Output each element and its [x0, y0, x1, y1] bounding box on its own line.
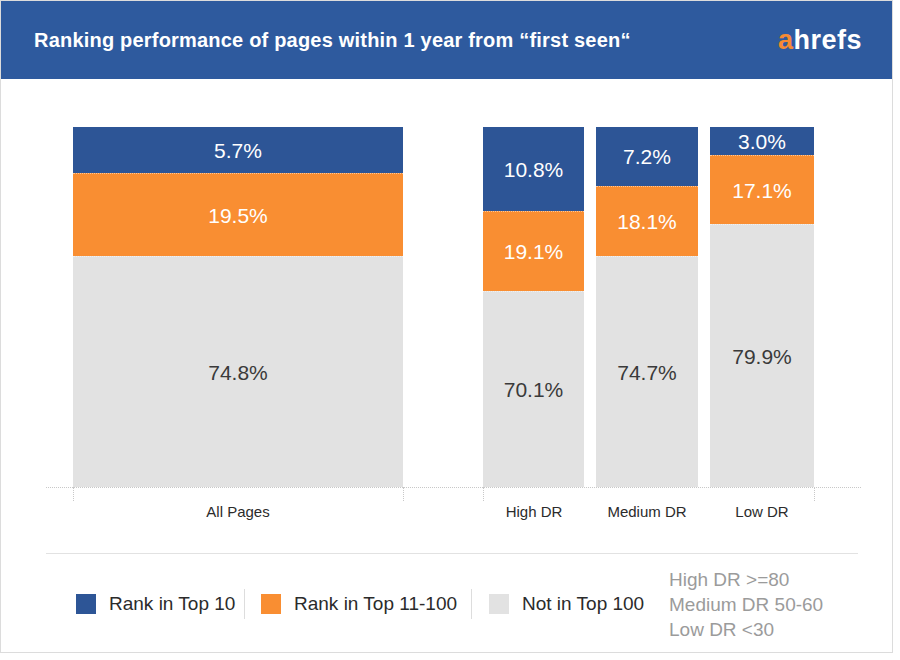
segment-not-in-top-100-high-dr: 70.1% — [483, 291, 584, 487]
value-label-all-pages-rank-in-top-10: 5.7% — [214, 140, 262, 161]
bar-medium-dr: 7.2% 18.1% 74.7% — [596, 127, 698, 487]
segment-rank-in-top-11-100-medium-dr: 18.1% — [596, 186, 698, 256]
axis-tick-2 — [483, 487, 484, 501]
category-label-low-dr: Low DR — [687, 503, 837, 520]
category-label-all-pages: All Pages — [163, 503, 313, 520]
dr-note-2: Low DR <30 — [669, 617, 823, 642]
segment-rank-in-top-10-medium-dr: 7.2% — [596, 127, 698, 186]
segment-rank-in-top-10-low-dr: 3.0% — [710, 127, 814, 155]
legend-label-rank-in-top-11-100: Rank in Top 11-100 — [294, 593, 457, 615]
segment-not-in-top-100-low-dr: 79.9% — [710, 224, 814, 487]
axis-tick-1 — [403, 487, 404, 501]
segment-rank-in-top-11-100-low-dr: 17.1% — [710, 155, 814, 224]
segment-rank-in-top-11-100-all-pages: 19.5% — [73, 173, 403, 256]
value-label-high-dr-not-in-top-100: 70.1% — [504, 379, 564, 400]
legend-swatch-rank-in-top-10 — [76, 594, 96, 614]
value-label-medium-dr-rank-in-top-10: 7.2% — [623, 146, 671, 167]
segment-rank-in-top-10-all-pages: 5.7% — [73, 127, 403, 173]
legend-swatch-rank-in-top-11-100 — [261, 594, 281, 614]
legend-separator-2 — [471, 589, 472, 619]
legend-item-rank-in-top-11-100: Rank in Top 11-100 — [261, 591, 457, 617]
value-label-all-pages-not-in-top-100: 74.8% — [208, 362, 268, 383]
value-label-low-dr-not-in-top-100: 79.9% — [732, 346, 792, 367]
segment-rank-in-top-10-high-dr: 10.8% — [483, 127, 584, 211]
segment-not-in-top-100-all-pages: 74.8% — [73, 256, 403, 487]
value-label-low-dr-rank-in-top-10: 3.0% — [738, 131, 786, 152]
value-label-high-dr-rank-in-top-10: 10.8% — [504, 159, 564, 180]
value-label-medium-dr-not-in-top-100: 74.7% — [617, 362, 677, 383]
value-label-high-dr-rank-in-top-11-100: 19.1% — [504, 241, 564, 262]
dr-note-0: High DR >=80 — [669, 567, 823, 592]
axis-tick-3 — [814, 487, 815, 501]
legend-label-rank-in-top-10: Rank in Top 10 — [109, 593, 235, 615]
legend-divider — [46, 553, 858, 554]
x-axis-line — [46, 487, 861, 488]
bar-low-dr: 3.0% 17.1% 79.9% — [710, 127, 814, 487]
stacked-bar-chart: 5.7% 19.5% 74.8% All Pages 10.8% 19.1% 70.1% Hi… — [1, 1, 892, 652]
segment-rank-in-top-11-100-high-dr: 19.1% — [483, 211, 584, 291]
bar-high-dr: 10.8% 19.1% 70.1% — [483, 127, 584, 487]
segment-not-in-top-100-medium-dr: 74.7% — [596, 256, 698, 487]
legend-item-not-in-top-100: Not in Top 100 — [489, 591, 644, 617]
legend-swatch-not-in-top-100 — [489, 594, 509, 614]
bar-all-pages: 5.7% 19.5% 74.8% — [73, 127, 403, 487]
chart-card: Ranking performance of pages within 1 ye… — [0, 0, 893, 653]
value-label-low-dr-rank-in-top-11-100: 17.1% — [732, 180, 792, 201]
legend-separator-1 — [244, 589, 245, 619]
legend-item-rank-in-top-10: Rank in Top 10 — [76, 591, 235, 617]
axis-tick-0 — [73, 487, 74, 501]
dr-note-1: Medium DR 50-60 — [669, 592, 823, 617]
legend-label-not-in-top-100: Not in Top 100 — [522, 593, 644, 615]
value-label-all-pages-rank-in-top-11-100: 19.5% — [208, 205, 268, 226]
value-label-medium-dr-rank-in-top-11-100: 18.1% — [617, 211, 677, 232]
dr-notes: High DR >=80Medium DR 50-60Low DR <30 — [669, 567, 823, 642]
